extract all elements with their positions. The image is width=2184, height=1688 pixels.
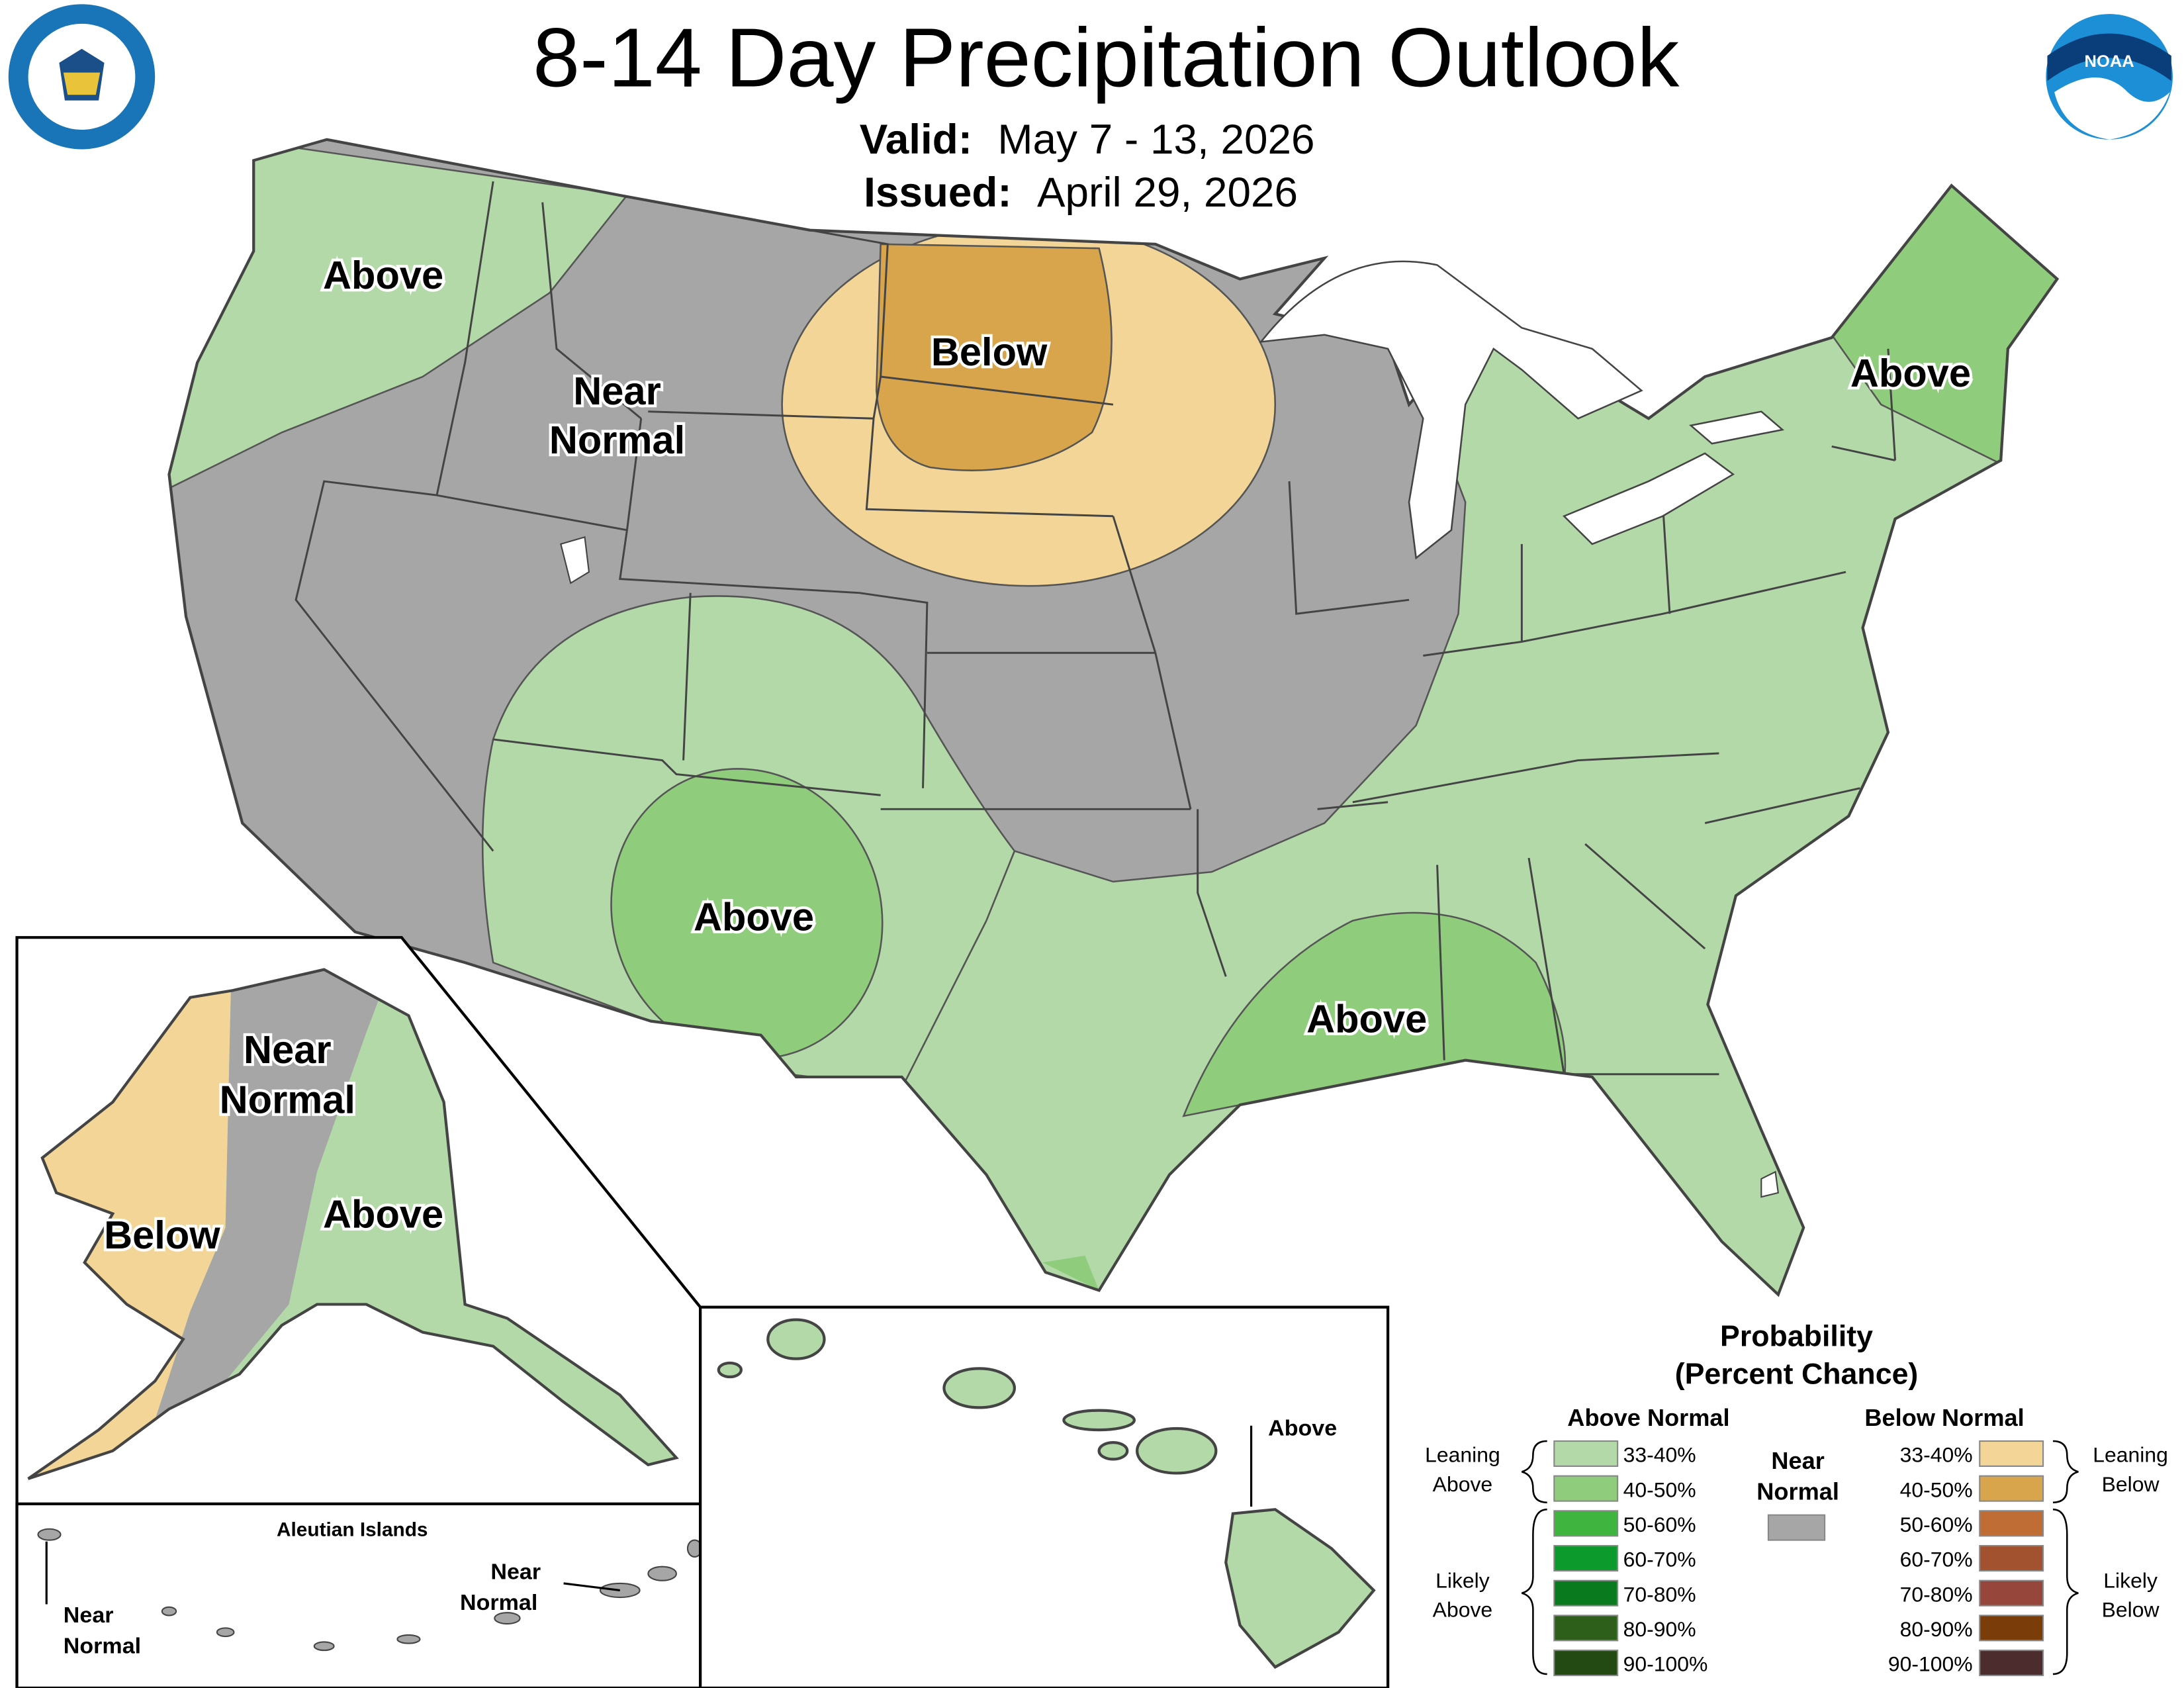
- above-swatch: [1553, 1650, 1619, 1677]
- lake-erie: [1562, 452, 1735, 545]
- label-below: Below: [931, 330, 1048, 374]
- below-swatch: [1979, 1615, 2044, 1642]
- above-region-south-texas: [1042, 1255, 1099, 1291]
- aleutian-west-1: Near: [64, 1603, 114, 1628]
- below-range: 60-70%: [1900, 1548, 1973, 1571]
- below-range: 50-60%: [1900, 1513, 1973, 1536]
- aleutian-west-2: Normal: [64, 1633, 141, 1658]
- likely-below-1: Likely: [2103, 1568, 2158, 1592]
- above-range: 60-70%: [1623, 1548, 1696, 1571]
- below-swatch: [1979, 1579, 2044, 1607]
- above-heading: Above Normal: [1567, 1404, 1729, 1431]
- near-normal-swatch: [1767, 1514, 1826, 1541]
- conus-map: Above Near Normal Below Above Above Abov…: [141, 126, 2184, 1395]
- below-swatch: [1979, 1544, 2044, 1572]
- ak-label-above: Above: [323, 1192, 443, 1237]
- above-swatch: [1553, 1510, 1619, 1537]
- above-region-gulf: [1182, 912, 1567, 1117]
- issued-label: Issued:: [864, 169, 1012, 216]
- aleutian-east-1: Near: [490, 1560, 541, 1585]
- above-range: 40-50%: [1623, 1477, 1696, 1501]
- hawaii-label: Above: [1268, 1416, 1337, 1441]
- commerce-seal: [8, 4, 156, 150]
- ak-label-below: Below: [104, 1213, 220, 1257]
- great-salt-lake: [560, 536, 590, 585]
- below-region-core: [875, 243, 1113, 471]
- near-normal-2: Normal: [1756, 1478, 1839, 1505]
- aleutian-east-2: Normal: [460, 1590, 537, 1615]
- above-swatch: [1553, 1579, 1619, 1607]
- label-northeast: Above: [1850, 351, 1971, 395]
- above-swatch: [1553, 1544, 1619, 1572]
- above-range: 70-80%: [1623, 1582, 1696, 1606]
- below-range: 80-90%: [1900, 1617, 1973, 1641]
- title: 8-14 Day Precipitation Outlook: [533, 11, 1680, 104]
- lake-okeechobee: [1760, 1170, 1780, 1198]
- above-range: 33-40%: [1623, 1443, 1696, 1467]
- noaa-logo: NOAA: [2046, 14, 2173, 140]
- label-near-normal-2: Normal: [549, 418, 685, 462]
- lake-ontario: [1689, 410, 1785, 445]
- hawaii-islands: [717, 1318, 1376, 1669]
- label-northwest: Above: [323, 254, 443, 298]
- likely-below-2: Below: [2102, 1598, 2160, 1622]
- leaning-above-1: Leaning: [1425, 1443, 1500, 1467]
- below-swatch: [1979, 1440, 2044, 1467]
- issued-date: April 29, 2026: [1037, 169, 1298, 216]
- below-range: 90-100%: [1888, 1652, 1973, 1676]
- label-near-normal-1: Near: [573, 369, 661, 413]
- label-southwest: Above: [694, 895, 814, 939]
- likely-above-2: Above: [1433, 1598, 1493, 1622]
- below-swatch: [1979, 1650, 2044, 1677]
- label-south: Above: [1306, 997, 1427, 1041]
- legend-subtitle: (Percent Chance): [1675, 1358, 1919, 1391]
- above-range: 50-60%: [1623, 1513, 1696, 1536]
- aleutian-title: Aleutian Islands: [277, 1519, 428, 1540]
- leaning-below-1: Leaning: [2093, 1443, 2168, 1467]
- aleutian-islands: [37, 1528, 703, 1652]
- noaa-text: NOAA: [2085, 52, 2134, 71]
- below-range: 40-50%: [1900, 1477, 1973, 1501]
- legend-title: Probability: [1720, 1321, 1873, 1353]
- below-swatch: [1979, 1475, 2044, 1502]
- leaning-below-2: Below: [2102, 1472, 2160, 1496]
- ak-label-near-1: Near: [244, 1027, 332, 1072]
- legend: Probability (Percent Chance) Above Norma…: [1425, 1321, 2168, 1677]
- great-lakes: [1259, 260, 1643, 560]
- above-range: 90-100%: [1623, 1652, 1708, 1676]
- leaning-above-2: Above: [1433, 1472, 1493, 1496]
- below-swatch: [1979, 1510, 2044, 1537]
- valid-dates: May 7 - 13, 2026: [997, 116, 1314, 163]
- ak-label-near-2: Normal: [220, 1078, 355, 1122]
- above-range: 80-90%: [1623, 1617, 1696, 1641]
- above-swatch: [1553, 1615, 1619, 1642]
- likely-above-1: Likely: [1435, 1568, 1490, 1592]
- near-normal-1: Near: [1771, 1447, 1824, 1474]
- below-heading: Below Normal: [1864, 1404, 2024, 1431]
- aleutian-inset-frame: [15, 1502, 702, 1688]
- valid-label: Valid:: [860, 116, 972, 163]
- below-range: 70-80%: [1900, 1582, 1973, 1606]
- above-swatch: [1553, 1440, 1619, 1467]
- alaska-near-normal: [126, 969, 409, 1479]
- above-swatch: [1553, 1475, 1619, 1502]
- below-range: 33-40%: [1900, 1443, 1973, 1467]
